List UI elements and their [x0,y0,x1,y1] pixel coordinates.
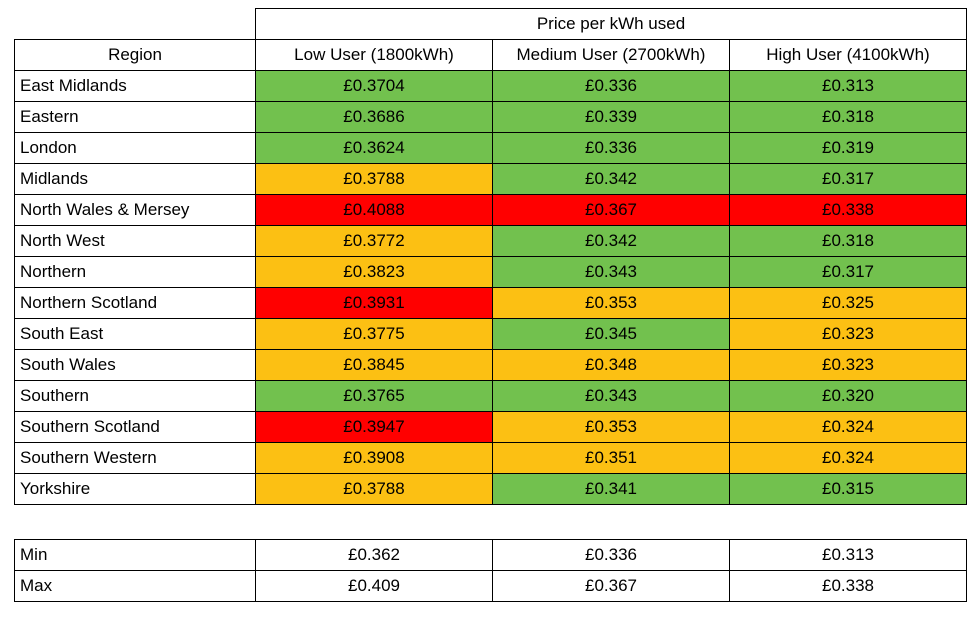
region-cell: London [14,132,256,164]
table-row: Southern Scotland £0.3947 £0.353 £0.324 [14,411,967,443]
price-cell-medium: £0.342 [492,163,730,195]
price-table: Price per kWh used Region Low User (1800… [14,8,967,505]
region-cell: Eastern [14,101,256,133]
region-cell: Northern [14,256,256,288]
price-cell-high: £0.323 [729,349,967,381]
table-row: Northern £0.3823 £0.343 £0.317 [14,256,967,288]
price-cell-medium: £0.339 [492,101,730,133]
price-cell-high: £0.324 [729,442,967,474]
price-cell-medium: £0.345 [492,318,730,350]
summary-label-max: Max [14,570,256,602]
price-cell-low: £0.3704 [255,70,493,102]
price-cell-medium: £0.351 [492,442,730,474]
region-cell: East Midlands [14,70,256,102]
price-cell-medium: £0.336 [492,70,730,102]
price-cell-high: £0.320 [729,380,967,412]
region-cell: South East [14,318,256,350]
price-cell-medium: £0.343 [492,380,730,412]
table-row: North Wales & Mersey £0.4088 £0.367 £0.3… [14,194,967,226]
price-cell-medium: £0.367 [492,194,730,226]
summary-max-low: £0.409 [255,570,493,602]
column-header-high-user: High User (4100kWh) [729,39,967,71]
price-cell-medium: £0.348 [492,349,730,381]
region-cell: Southern Scotland [14,411,256,443]
summary-row-min: Min £0.362 £0.336 £0.313 [14,539,967,571]
table-title: Price per kWh used [255,8,967,40]
price-cell-low: £0.3788 [255,473,493,505]
price-cell-low: £0.3772 [255,225,493,257]
price-cell-low: £0.3931 [255,287,493,319]
price-cell-low: £0.3845 [255,349,493,381]
price-cell-low: £0.3788 [255,163,493,195]
table-row: South East £0.3775 £0.345 £0.323 [14,318,967,350]
price-cell-high: £0.317 [729,163,967,195]
price-cell-low: £0.4088 [255,194,493,226]
price-cell-high: £0.317 [729,256,967,288]
table-row: Eastern £0.3686 £0.339 £0.318 [14,101,967,133]
summary-row-max: Max £0.409 £0.367 £0.338 [14,570,967,602]
column-header-low-user: Low User (1800kWh) [255,39,493,71]
price-cell-medium: £0.343 [492,256,730,288]
region-cell: South Wales [14,349,256,381]
price-cell-low: £0.3624 [255,132,493,164]
region-cell: North Wales & Mersey [14,194,256,226]
price-cell-high: £0.313 [729,70,967,102]
price-cell-medium: £0.353 [492,287,730,319]
column-header-medium-user: Medium User (2700kWh) [492,39,730,71]
price-cell-medium: £0.342 [492,225,730,257]
price-cell-high: £0.325 [729,287,967,319]
summary-min-low: £0.362 [255,539,493,571]
summary-max-high: £0.338 [729,570,967,602]
table-row: Southern £0.3765 £0.343 £0.320 [14,380,967,412]
price-table-sheet: Price per kWh used Region Low User (1800… [14,8,967,602]
table-row: Northern Scotland £0.3931 £0.353 £0.325 [14,287,967,319]
price-cell-low: £0.3947 [255,411,493,443]
region-cell: Southern Western [14,442,256,474]
table-title-row: Price per kWh used [14,8,967,40]
table-row: London £0.3624 £0.336 £0.319 [14,132,967,164]
price-cell-low: £0.3908 [255,442,493,474]
summary-max-medium: £0.367 [492,570,730,602]
price-cell-low: £0.3775 [255,318,493,350]
price-cell-high: £0.323 [729,318,967,350]
price-cell-medium: £0.336 [492,132,730,164]
region-cell: Midlands [14,163,256,195]
price-cell-low: £0.3823 [255,256,493,288]
price-cell-medium: £0.341 [492,473,730,505]
region-cell: Southern [14,380,256,412]
min-max-summary-table: Min £0.362 £0.336 £0.313 Max £0.409 £0.3… [14,539,967,602]
summary-min-high: £0.313 [729,539,967,571]
region-cell: North West [14,225,256,257]
table-row: Southern Western £0.3908 £0.351 £0.324 [14,442,967,474]
price-cell-high: £0.338 [729,194,967,226]
summary-label-min: Min [14,539,256,571]
table-row: Yorkshire £0.3788 £0.341 £0.315 [14,473,967,505]
table-row: Midlands £0.3788 £0.342 £0.317 [14,163,967,195]
price-cell-high: £0.318 [729,225,967,257]
column-header-region: Region [14,39,256,71]
price-cell-high: £0.319 [729,132,967,164]
price-cell-medium: £0.353 [492,411,730,443]
price-cell-low: £0.3765 [255,380,493,412]
price-cell-low: £0.3686 [255,101,493,133]
summary-min-medium: £0.336 [492,539,730,571]
price-cell-high: £0.318 [729,101,967,133]
table-row: South Wales £0.3845 £0.348 £0.323 [14,349,967,381]
table-row: East Midlands £0.3704 £0.336 £0.313 [14,70,967,102]
region-cell: Yorkshire [14,473,256,505]
table-header-row: Region Low User (1800kWh) Medium User (2… [14,39,967,71]
price-cell-high: £0.315 [729,473,967,505]
price-cell-high: £0.324 [729,411,967,443]
table-row: North West £0.3772 £0.342 £0.318 [14,225,967,257]
blank-corner-cell [14,8,256,40]
region-cell: Northern Scotland [14,287,256,319]
